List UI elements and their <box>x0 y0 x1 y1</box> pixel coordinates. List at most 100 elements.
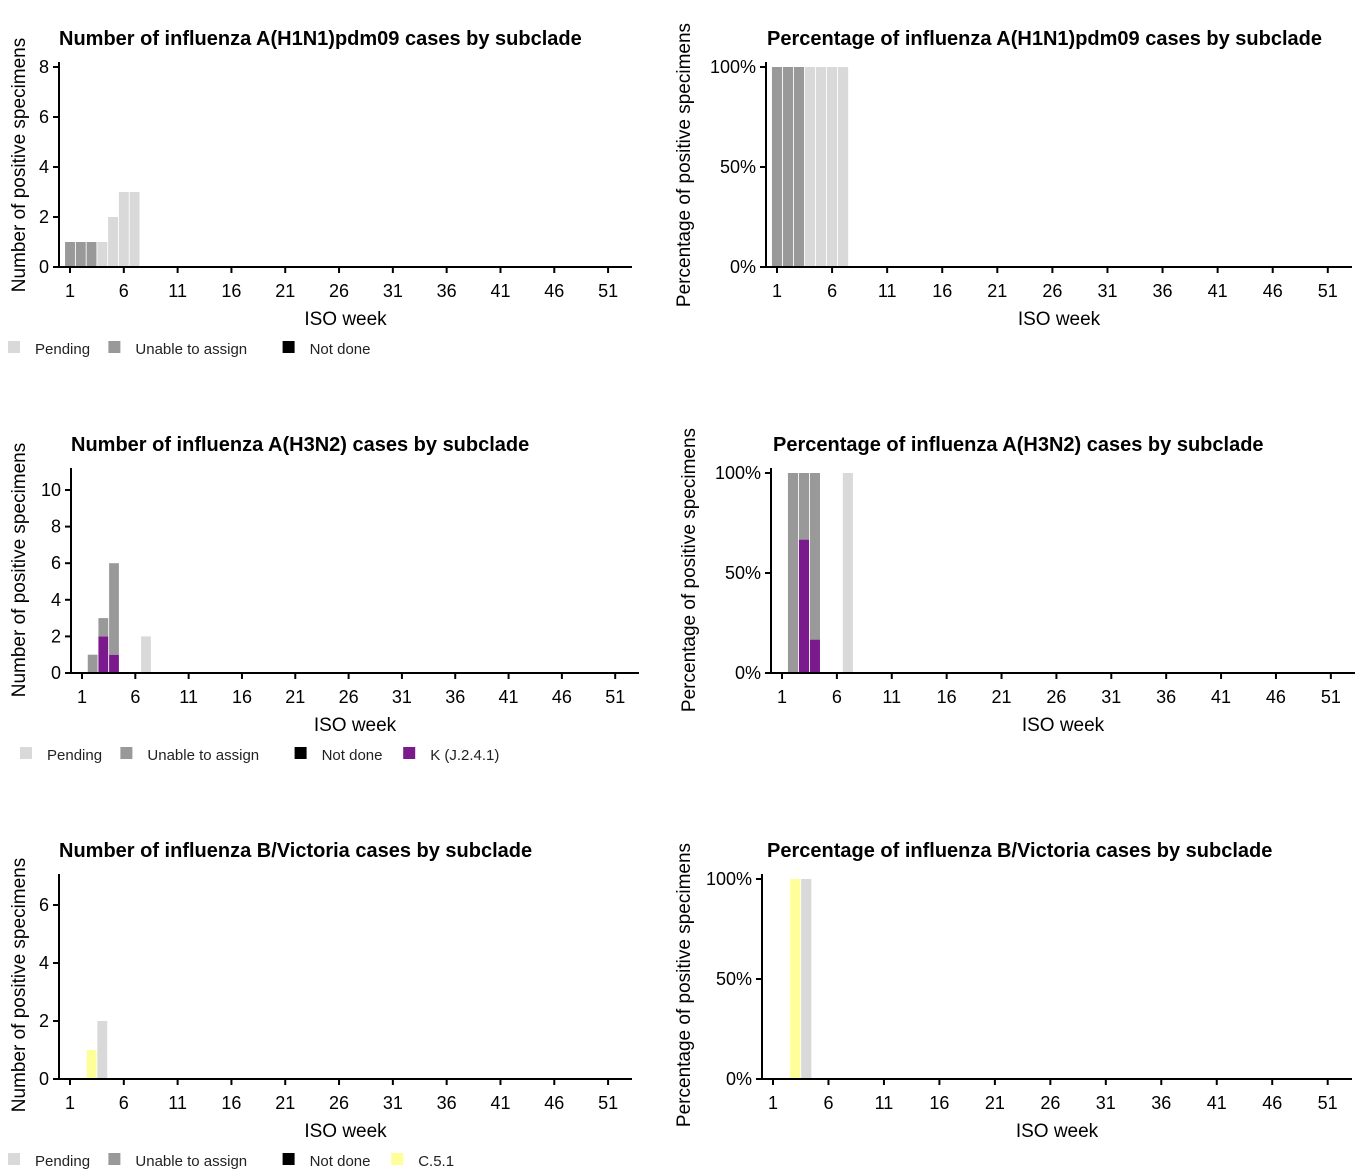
x-tick-label: 21 <box>275 281 295 301</box>
x-tick-label: 6 <box>823 1093 833 1113</box>
bar-week-2-unable-to-assign <box>75 242 86 267</box>
y-tick-label: 50% <box>720 157 756 177</box>
bar-week-3-k-j-2-4-1- <box>798 539 809 673</box>
x-tick-label: 1 <box>77 687 87 707</box>
x-axis-label: ISO week <box>304 1121 387 1142</box>
chart-panel-4: Percentage of influenza A(H3N2) cases by… <box>679 428 1355 736</box>
x-tick-label: 36 <box>1153 281 1173 301</box>
bar-week-3-unable-to-assign <box>86 242 97 267</box>
x-tick-label: 31 <box>392 687 412 707</box>
legend-swatch <box>391 1153 404 1165</box>
x-tick-label: 6 <box>119 1093 129 1113</box>
x-tick-label: 16 <box>929 1093 949 1113</box>
legend-label: Unable to assign <box>135 1153 247 1170</box>
legend-swatch <box>294 747 307 759</box>
legend-swatch <box>8 1153 20 1165</box>
x-tick-label: 46 <box>544 1093 564 1113</box>
bar-week-6-pending <box>827 67 838 267</box>
y-axis-label: Number of positive specimens <box>9 858 30 1113</box>
y-tick-label: 0% <box>735 663 761 683</box>
x-tick-label: 51 <box>1318 1093 1338 1113</box>
legend-swatch <box>282 1153 295 1165</box>
x-tick-label: 6 <box>827 281 837 301</box>
y-tick-label: 2 <box>51 626 61 646</box>
x-tick-label: 16 <box>937 687 957 707</box>
legend-swatch <box>8 341 20 353</box>
y-tick-label: 6 <box>51 553 61 573</box>
x-tick-label: 11 <box>882 687 901 707</box>
legend-label: Pending <box>35 341 90 358</box>
y-tick-label: 100% <box>715 463 761 483</box>
y-axis-label: Percentage of positive specimens <box>674 23 695 307</box>
legend-label: Pending <box>35 1153 90 1170</box>
x-tick-label: 16 <box>932 281 952 301</box>
x-tick-label: 11 <box>179 687 198 707</box>
bar-week-5-pending <box>816 67 827 267</box>
y-axis-label: Percentage of positive specimens <box>679 428 700 712</box>
x-tick-label: 21 <box>985 1093 1005 1113</box>
bar-week-7-pending <box>842 473 853 673</box>
x-tick-label: 51 <box>1321 687 1341 707</box>
x-tick-label: 36 <box>445 687 465 707</box>
x-tick-label: 51 <box>1318 281 1338 301</box>
x-axis-label: ISO week <box>1016 1121 1099 1142</box>
x-tick-label: 1 <box>65 1093 75 1113</box>
y-tick-label: 0% <box>726 1069 752 1089</box>
chart-panel-2: Percentage of influenza A(H1N1)pdm09 cas… <box>674 23 1352 330</box>
bar-week-3-unable-to-assign <box>98 618 109 637</box>
bar-week-3-unable-to-assign <box>798 473 809 540</box>
chart-title: Number of influenza B/Victoria cases by … <box>59 840 532 862</box>
y-tick-label: 10 <box>41 480 61 500</box>
legend: Pending Unable to assign Not done <box>8 341 370 358</box>
x-tick-label: 46 <box>544 281 564 301</box>
bar-week-4-pending <box>804 67 816 267</box>
x-tick-label: 21 <box>992 687 1012 707</box>
legend: Pending Unable to assign Not done C.5.1 <box>8 1153 454 1170</box>
x-tick-label: 26 <box>329 1093 349 1113</box>
chart-title: Percentage of influenza B/Victoria cases… <box>767 840 1272 862</box>
x-tick-label: 26 <box>1040 1093 1060 1113</box>
x-tick-label: 1 <box>772 281 782 301</box>
x-tick-label: 41 <box>1207 1093 1227 1113</box>
chart-title: Percentage of influenza A(H1N1)pdm09 cas… <box>767 28 1322 50</box>
y-tick-label: 0 <box>51 663 61 683</box>
x-tick-label: 16 <box>221 1093 241 1113</box>
y-tick-label: 0 <box>39 257 49 277</box>
legend-label: Unable to assign <box>135 341 247 358</box>
x-tick-label: 1 <box>777 687 787 707</box>
y-tick-label: 4 <box>39 953 49 973</box>
legend-label: Not done <box>322 747 383 764</box>
bar-week-3-c-5-1 <box>790 879 801 1079</box>
legend-swatch <box>108 341 121 353</box>
bar-week-7-pending <box>129 192 140 267</box>
bar-week-4-unable-to-assign <box>809 473 820 640</box>
x-tick-label: 46 <box>1262 1093 1282 1113</box>
x-tick-label: 1 <box>768 1093 778 1113</box>
x-tick-label: 21 <box>285 687 305 707</box>
legend-swatch <box>403 747 416 759</box>
x-tick-label: 46 <box>552 687 572 707</box>
x-tick-label: 51 <box>598 1093 618 1113</box>
chart-panel-6: Percentage of influenza B/Victoria cases… <box>674 840 1352 1142</box>
legend-swatch <box>108 1153 121 1165</box>
x-tick-label: 31 <box>1096 1093 1116 1113</box>
x-tick-label: 36 <box>437 1093 457 1113</box>
x-tick-label: 31 <box>383 281 403 301</box>
legend: Pending Unable to assign Not done K (J.2.4.… <box>20 747 499 764</box>
x-tick-label: 11 <box>875 1093 894 1113</box>
y-tick-label: 6 <box>39 107 49 127</box>
bar-week-3-k-j-2-4-1- <box>98 636 109 673</box>
x-tick-label: 46 <box>1266 687 1286 707</box>
x-axis-label: ISO week <box>314 715 397 736</box>
y-tick-label: 100% <box>706 869 752 889</box>
bar-week-2-unable-to-assign <box>782 67 794 267</box>
chart-title: Percentage of influenza A(H3N2) cases by… <box>773 434 1264 456</box>
x-tick-label: 6 <box>832 687 842 707</box>
x-tick-label: 36 <box>1156 687 1176 707</box>
y-axis-label: Number of positive specimens <box>9 443 30 698</box>
legend-swatch <box>120 747 133 759</box>
x-axis-label: ISO week <box>304 309 387 330</box>
x-tick-label: 46 <box>1263 281 1283 301</box>
y-tick-label: 50% <box>716 969 752 989</box>
chart-title: Number of influenza A(H3N2) cases by sub… <box>71 434 529 456</box>
